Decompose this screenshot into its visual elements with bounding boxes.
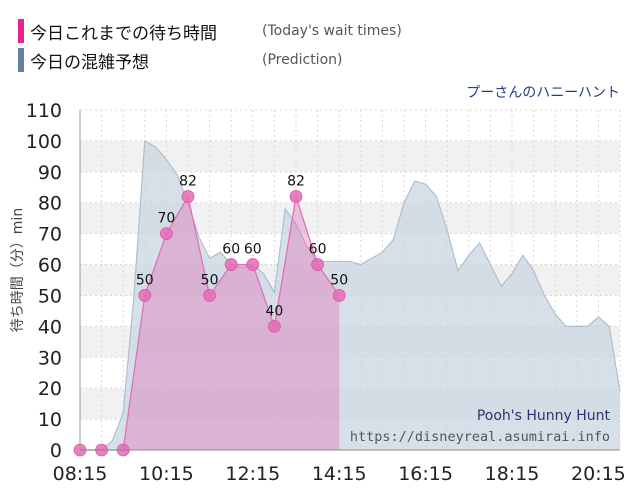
y-tick-label: 100 bbox=[26, 131, 62, 153]
data-label: 60 bbox=[244, 242, 262, 258]
today-point bbox=[138, 289, 152, 302]
today-point bbox=[159, 227, 173, 241]
legend-today: 今日これまでの待ち時間 (Today's wait times) bbox=[18, 18, 402, 44]
x-tick-label: 12:15 bbox=[225, 463, 280, 485]
x-tick-label: 16:15 bbox=[398, 463, 453, 485]
chart-title: プーさんのハニーハント bbox=[466, 85, 620, 101]
legend-prediction-swatch bbox=[18, 48, 24, 72]
data-label: 60 bbox=[222, 242, 240, 258]
legend-today-label: 今日これまでの待ち時間 bbox=[30, 23, 217, 44]
prediction-area bbox=[80, 140, 620, 450]
x-tick-label: 10:15 bbox=[139, 463, 194, 485]
data-label: 50 bbox=[201, 272, 219, 288]
legend-prediction-label: 今日の混雑予想 bbox=[30, 52, 149, 73]
data-label: 70 bbox=[157, 211, 175, 227]
y-tick-label: 30 bbox=[38, 347, 62, 369]
today-point bbox=[224, 258, 238, 271]
legend-prediction-note: (Prediction) bbox=[262, 52, 343, 68]
data-label: 82 bbox=[179, 174, 197, 190]
y-tick-label: 20 bbox=[38, 378, 62, 400]
y-tick-label: 50 bbox=[38, 285, 62, 307]
data-label: 60 bbox=[309, 242, 327, 258]
y-tick-label: 60 bbox=[38, 255, 62, 277]
legend-prediction: 今日の混雑予想 (Prediction) bbox=[18, 47, 342, 73]
today-point bbox=[203, 289, 217, 302]
today-area bbox=[80, 196, 340, 450]
legend-today-note: (Today's wait times) bbox=[262, 23, 402, 39]
today-point bbox=[289, 190, 303, 203]
today-point bbox=[246, 258, 260, 271]
today-point bbox=[332, 289, 346, 302]
prediction-line bbox=[80, 139, 621, 451]
plot-band bbox=[80, 110, 620, 141]
x-tick-label: 14:15 bbox=[312, 463, 367, 485]
chart-source: https://disneyreal.asumirai.info bbox=[350, 429, 610, 445]
data-label: 40 bbox=[265, 303, 283, 319]
y-tick-label: 90 bbox=[38, 162, 62, 184]
y-tick-label: 110 bbox=[26, 100, 62, 122]
chart-subtitle: Pooh's Hunny Hunt bbox=[477, 408, 611, 424]
y-tick-label: 40 bbox=[38, 316, 62, 338]
y-tick-label: 70 bbox=[38, 224, 62, 246]
data-label: 82 bbox=[287, 174, 305, 190]
data-label: 50 bbox=[136, 272, 154, 288]
y-tick-label: 0 bbox=[50, 440, 62, 462]
today-point bbox=[181, 190, 195, 203]
y-tick-label: 10 bbox=[38, 409, 62, 431]
x-tick-label: 08:15 bbox=[53, 463, 108, 485]
x-tick-label: 18:15 bbox=[485, 463, 540, 485]
today-point bbox=[267, 319, 281, 333]
today-point bbox=[311, 258, 325, 271]
x-tick-label: 20:15 bbox=[571, 463, 626, 485]
y-tick-label: 80 bbox=[38, 193, 62, 215]
y-axis-label: 待ち時間（分）min bbox=[10, 208, 26, 332]
legend-today-swatch bbox=[18, 19, 24, 43]
data-label: 50 bbox=[330, 272, 348, 288]
